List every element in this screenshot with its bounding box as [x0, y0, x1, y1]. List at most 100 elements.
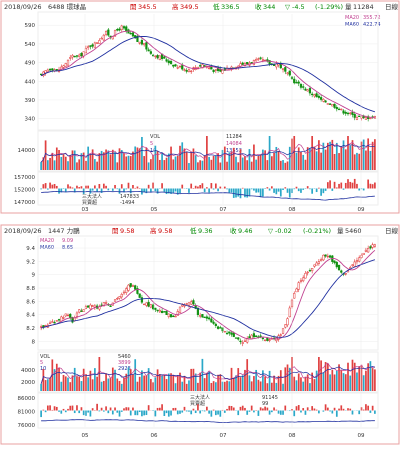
inst-bar	[74, 411, 76, 414]
volume-bar	[54, 160, 56, 170]
chart-1447: 2018/09/26 1447 力鵬 開 9.58 高 9.58 低 9.36 …	[1, 225, 399, 444]
candle-body	[83, 309, 85, 311]
volume-bar	[363, 140, 365, 170]
inst-bar	[119, 411, 121, 417]
volume-bar	[262, 370, 264, 391]
volume-bar	[258, 156, 260, 170]
volume-bar	[103, 381, 105, 391]
volume-bar	[219, 374, 221, 391]
month-label: 05	[82, 433, 89, 439]
volume-bar	[186, 152, 188, 170]
inst-bar	[175, 189, 177, 192]
inst-bar	[107, 411, 109, 414]
inst-bar	[296, 406, 298, 410]
candle-body	[81, 311, 83, 312]
candle-body	[150, 305, 152, 307]
header-vol-value: 11284	[353, 3, 374, 11]
volume-bar	[311, 136, 313, 170]
header-date: 2018/09/26	[4, 227, 41, 235]
volume-bar	[314, 147, 316, 170]
candle-body	[363, 253, 365, 255]
volume-bar	[255, 160, 257, 170]
inst-bar	[226, 409, 228, 411]
inst-bar	[249, 411, 251, 412]
volume-bar	[197, 162, 199, 170]
volume-bar	[367, 138, 369, 170]
inst-bar	[233, 408, 235, 411]
inst-bar	[170, 411, 172, 416]
inst-bar	[83, 411, 85, 416]
inst-bar	[217, 189, 219, 192]
inst-bar	[325, 404, 327, 410]
volume-bar	[253, 376, 255, 391]
candle-body	[190, 71, 192, 72]
inst-bar	[163, 411, 165, 416]
candle-body	[179, 307, 181, 312]
header-unit: 日線	[385, 2, 399, 11]
inst-bar	[195, 186, 197, 189]
inst-bar	[87, 186, 89, 189]
candle-body	[168, 61, 170, 63]
candle-body	[54, 322, 56, 323]
price-tick-label: 390	[25, 98, 36, 104]
volume-bar	[343, 140, 345, 170]
price-tick-label: 9	[32, 273, 36, 279]
volume-bar	[280, 370, 282, 391]
candle-body	[193, 301, 195, 305]
volume-bar	[363, 375, 365, 391]
inst-bar	[195, 411, 197, 414]
volume-bar	[137, 382, 139, 391]
volume-bar	[159, 160, 161, 170]
volume-bar	[204, 378, 206, 391]
candle-body	[334, 261, 336, 263]
candle-body	[293, 293, 295, 298]
header-vol-label: 量	[337, 227, 344, 235]
volume-bar	[340, 370, 342, 391]
month-label: 09	[358, 433, 365, 439]
volume-bar	[197, 383, 199, 391]
inst-tick-label: 81000	[18, 410, 36, 416]
candle-body	[349, 113, 351, 114]
candle-body	[228, 69, 230, 70]
volume-bar	[338, 364, 340, 391]
candle-body	[166, 60, 168, 62]
month-label: 08	[289, 433, 296, 439]
inst-bar	[269, 189, 271, 191]
candle-body	[237, 338, 239, 340]
volume-bar	[325, 362, 327, 391]
inst-bar	[275, 410, 277, 411]
inst-bar	[363, 189, 365, 191]
header-vol-label: 量	[345, 3, 352, 11]
header-open-label: 開	[130, 3, 137, 11]
inst-bar	[103, 411, 105, 412]
candle-body	[199, 315, 201, 316]
volume-bar	[163, 160, 165, 170]
inst-bar	[358, 411, 360, 415]
inst-bar	[137, 187, 139, 189]
candle-body	[148, 302, 150, 306]
candle-body	[258, 59, 260, 60]
price-tick-label: 8.4	[26, 313, 35, 319]
volume-bar	[237, 162, 239, 170]
inst-bar	[161, 404, 163, 410]
inst-bar	[289, 189, 291, 198]
candle-body	[67, 60, 69, 65]
volume-bar	[293, 136, 295, 170]
price-tick-label: 440	[25, 79, 36, 85]
candle-body	[264, 340, 266, 341]
candle-body	[260, 58, 262, 59]
inst-bar	[338, 184, 340, 189]
volume-bar	[83, 369, 85, 391]
volume-bar	[284, 367, 286, 391]
inst-bar	[208, 189, 210, 193]
volume-bar	[242, 158, 244, 170]
inst-bar	[356, 184, 358, 189]
candle-body	[184, 70, 186, 71]
volume-bar	[56, 148, 58, 170]
candle-body	[336, 262, 338, 267]
volume-bar	[141, 137, 143, 170]
volume-bar	[320, 153, 322, 170]
volume-bar	[228, 381, 230, 391]
candle-body	[69, 314, 71, 318]
inst-bar	[258, 411, 260, 416]
